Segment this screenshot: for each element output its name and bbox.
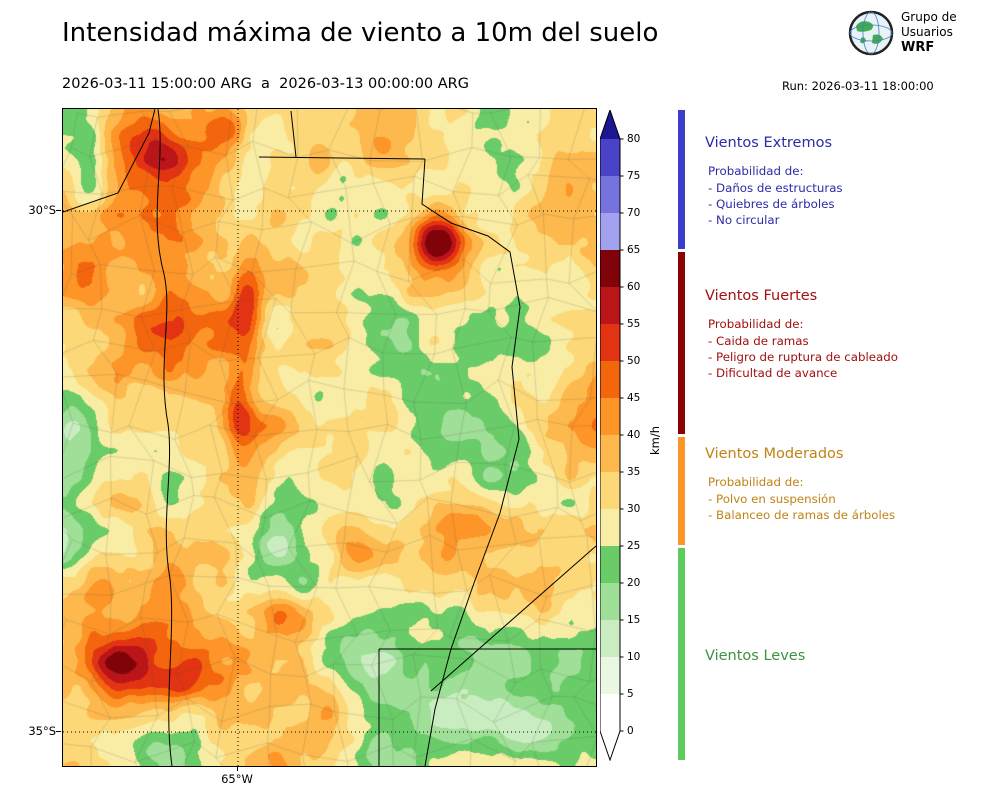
colorbar-segment bbox=[600, 435, 620, 473]
legend-item: - Caida de ramas bbox=[708, 334, 809, 348]
legend-section-title: Vientos Fuertes bbox=[705, 288, 818, 304]
valid-period-label: 2026-03-11 15:00:00 ARG a 2026-03-13 00:… bbox=[62, 76, 469, 92]
colorbar-tick-label: 10 bbox=[627, 650, 641, 663]
lat-tick-label-35s: 35°S bbox=[28, 724, 56, 738]
legend-item: - Dificultad de avance bbox=[708, 365, 838, 380]
colorbar-over-arrow bbox=[600, 110, 620, 139]
legend-item: - No circular bbox=[708, 212, 780, 227]
colorbar-tick-label: 15 bbox=[627, 613, 641, 626]
legend-section-vientos-leves: Vientos Leves bbox=[705, 648, 997, 677]
legend-item: - Daños de estructuras bbox=[708, 181, 843, 195]
category-strip-vientos-extremos bbox=[678, 110, 685, 249]
category-strip-vientos-fuertes bbox=[678, 251, 685, 434]
colorbar-segment bbox=[600, 657, 620, 695]
category-strip bbox=[678, 110, 685, 760]
colorbar-segment bbox=[600, 509, 620, 547]
colorbar-tick-label: 45 bbox=[627, 391, 641, 404]
legend-item: - Balanceo de ramas de árboles bbox=[708, 507, 896, 522]
colorbar-segment bbox=[600, 287, 620, 325]
province-boundary bbox=[258, 156, 426, 160]
province-boundary bbox=[156, 109, 173, 766]
colorbar-tick-label: 40 bbox=[627, 428, 641, 441]
legend-section-vientos-fuertes: Vientos Fuertes Probabilidad de: - Caida d… bbox=[705, 288, 997, 381]
colorbar-segment bbox=[600, 324, 620, 362]
colorbar-tick-label: 70 bbox=[627, 206, 641, 219]
colorbar-tick-label: 20 bbox=[627, 576, 641, 589]
map-boundaries-overlay bbox=[63, 109, 596, 766]
colorbar-segment bbox=[600, 250, 620, 288]
model-run-label: Run: 2026-03-11 18:00:00 bbox=[782, 79, 934, 93]
legend-section-title: Vientos Moderados bbox=[705, 446, 844, 462]
colorbar-segment bbox=[600, 213, 620, 251]
colorbar-segment bbox=[600, 176, 620, 214]
legend-section-vientos-extremos: Vientos Extremos Probabilidad de: - Daños … bbox=[705, 135, 997, 228]
colorbar-tick-label: 30 bbox=[627, 502, 641, 515]
lat-tick-mark-35s bbox=[56, 731, 61, 732]
colorbar-tick-label: 35 bbox=[627, 465, 641, 478]
globe-logo-icon bbox=[848, 10, 894, 56]
colorbar-tick-label: 5 bbox=[627, 687, 634, 700]
lon-tick-mark-65w bbox=[237, 766, 238, 771]
colorbar-under-arrow bbox=[600, 731, 620, 760]
colorbar-segment bbox=[600, 620, 620, 658]
colorbar-segment bbox=[600, 398, 620, 436]
colorbar bbox=[599, 108, 626, 765]
logo-text: Grupo de Usuarios WRF bbox=[901, 10, 957, 56]
legend-section-intro: Probabilidad de: bbox=[708, 317, 804, 331]
colorbar-segment bbox=[600, 139, 620, 177]
colorbar-tick-label: 25 bbox=[627, 539, 641, 552]
legend-section-title: Vientos Leves bbox=[705, 648, 806, 664]
colorbar-segment bbox=[600, 583, 620, 621]
logo-line-3: WRF bbox=[901, 40, 935, 55]
page-title: Intensidad máxima de viento a 10m del su… bbox=[62, 18, 659, 48]
colorbar-segment bbox=[600, 361, 620, 399]
wind-field-canvas bbox=[63, 109, 596, 766]
map-panel bbox=[62, 108, 597, 767]
colorbar-segment bbox=[600, 546, 620, 584]
colorbar-tick-label: 80 bbox=[627, 132, 641, 145]
colorbar-segment bbox=[600, 694, 620, 732]
category-strip-vientos-moderados bbox=[678, 436, 685, 545]
wrf-users-group-logo: Grupo de Usuarios WRF bbox=[848, 10, 957, 56]
legend-section-intro: Probabilidad de: bbox=[708, 475, 804, 489]
category-strip-vientos-leves bbox=[678, 547, 685, 760]
logo-line-1: Grupo de bbox=[901, 10, 957, 24]
colorbar-tick-label: 50 bbox=[627, 354, 641, 367]
colorbar-svg bbox=[599, 108, 624, 762]
colorbar-tick-label: 65 bbox=[627, 243, 641, 256]
colorbar-tick-labels: 0 5 10 15 20 25 30 35 40 45 50 55 60 65 70 75 80 bbox=[627, 110, 657, 761]
legend-item: - Peligro de ruptura de cableado bbox=[708, 349, 898, 364]
legend-item: - Quiebres de árboles bbox=[708, 196, 835, 211]
logo-line-2: Usuarios bbox=[901, 25, 953, 39]
lat-tick-mark-30s bbox=[56, 210, 61, 211]
legend-section-vientos-moderados: Vientos Moderados Probabilidad de: - Polvo… bbox=[705, 446, 997, 524]
legend-section-title: Vientos Extremos bbox=[705, 135, 833, 151]
colorbar-segment bbox=[600, 472, 620, 510]
lon-tick-label-65w: 65°W bbox=[221, 772, 253, 786]
colorbar-tick-label: 60 bbox=[627, 280, 641, 293]
lat-tick-label-30s: 30°S bbox=[28, 203, 56, 217]
colorbar-tick-label: 55 bbox=[627, 317, 641, 330]
colorbar-tick-label: 0 bbox=[627, 724, 634, 737]
legend-item: - Polvo en suspensión bbox=[708, 492, 836, 506]
colorbar-tick-label: 75 bbox=[627, 169, 641, 182]
province-boundary bbox=[63, 109, 156, 213]
legend-section-intro: Probabilidad de: bbox=[708, 164, 804, 178]
province-boundary bbox=[290, 110, 297, 158]
province-boundary bbox=[430, 545, 596, 692]
